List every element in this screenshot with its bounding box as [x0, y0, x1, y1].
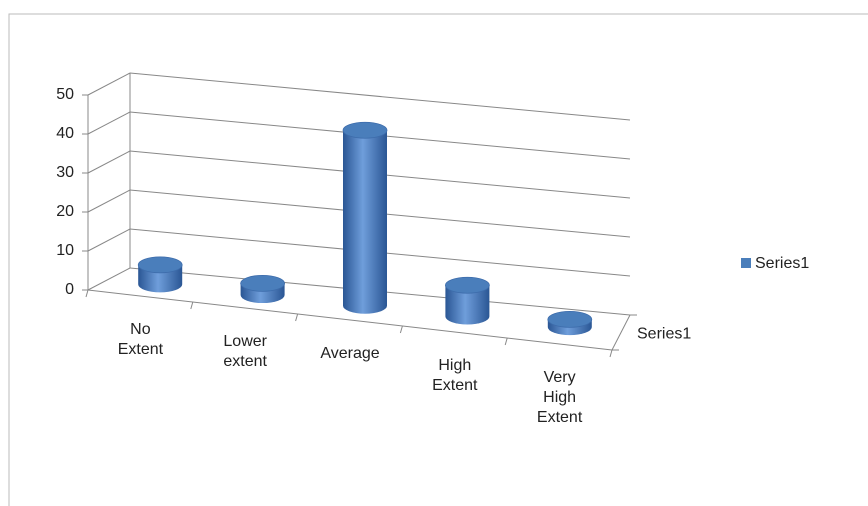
side-grid-line [87, 150, 131, 174]
x-tick-label: High Extent [432, 357, 478, 394]
y-tick-label: 20 [56, 203, 74, 220]
bar [445, 285, 490, 325]
x-tick [85, 289, 89, 298]
x-tick-label: Average [320, 345, 380, 362]
legend-label: Series1 [755, 255, 809, 272]
x-tick [295, 313, 299, 322]
bar-top [240, 274, 286, 292]
legend-swatch [741, 258, 751, 268]
bar-top [342, 121, 388, 139]
x-tick-label: Very High Extent [536, 369, 583, 426]
depth-axis [611, 314, 631, 351]
grid-line [129, 72, 631, 121]
y-tick-label: 50 [56, 86, 74, 103]
y-tick-label: 40 [56, 125, 74, 142]
chart-border [8, 13, 868, 506]
side-grid-line [87, 111, 131, 135]
y-tick-label: 0 [65, 281, 74, 298]
bar [343, 130, 387, 314]
side-grid-line [87, 228, 131, 252]
bar-top [444, 276, 490, 294]
x-tick [609, 349, 613, 358]
depth-label: Series1 [637, 326, 691, 343]
x-tick [504, 337, 508, 346]
x-tick-label: No Extent [117, 321, 164, 358]
y-tick-label: 30 [56, 164, 74, 181]
side-grid-line [87, 189, 131, 213]
x-tick [399, 325, 403, 334]
y-tick-label: 10 [56, 242, 74, 259]
side-grid-line [87, 72, 131, 96]
side-grid-line [87, 267, 131, 291]
x-tick-label: Lower extent [223, 333, 267, 370]
x-tick [190, 301, 194, 310]
floor-front [87, 289, 613, 351]
bar-top [547, 310, 593, 328]
bar-top [137, 256, 183, 274]
